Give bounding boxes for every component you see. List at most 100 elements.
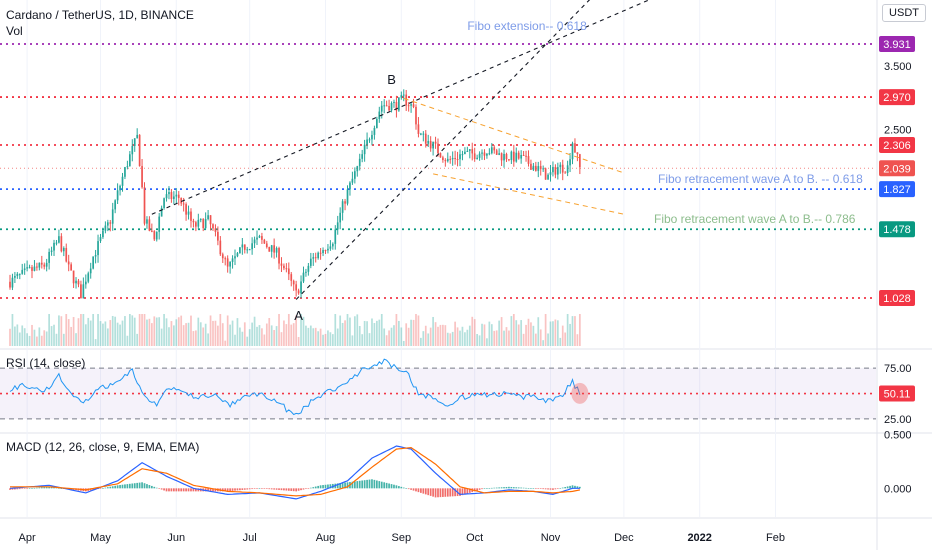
macd-histogram-bar [168, 488, 170, 492]
macd-histogram-bar [256, 488, 258, 489]
volume-bar [121, 320, 124, 346]
volume-bar [243, 322, 246, 346]
macd-label: MACD (12, 26, close, 9, EMA, EMA) [6, 440, 199, 454]
macd-histogram-bar [549, 488, 552, 490]
candle-body [427, 140, 430, 144]
macd-histogram-bar [454, 488, 456, 497]
level-price-badge [879, 221, 915, 238]
candle-body [341, 201, 344, 213]
volume-bar [199, 322, 202, 346]
macd-histogram-bar [427, 488, 430, 496]
volume-bar [65, 314, 68, 346]
macd-histogram-bar [547, 488, 549, 490]
macd-histogram-bar [554, 488, 557, 490]
volume-bar [116, 322, 119, 346]
candle-body [353, 171, 356, 179]
macd-histogram-bar [439, 488, 442, 498]
candle-body [371, 134, 373, 140]
candle-body [241, 244, 244, 248]
candle-body [256, 237, 258, 240]
volume-bar [133, 317, 136, 346]
macd-histogram-bar [461, 488, 464, 496]
macd-histogram-bar [114, 485, 117, 489]
macd-histogram-bar [314, 486, 317, 489]
volume-bar [246, 336, 249, 346]
rsi-tick-label: 75.00 [884, 363, 912, 375]
candle-body [336, 222, 339, 230]
macd-histogram-bar [18, 488, 21, 490]
volume-bar [383, 328, 386, 346]
macd-histogram-bar [246, 488, 249, 490]
candle-body [75, 280, 77, 284]
macd-histogram-bar [109, 486, 112, 489]
volume-bar [564, 332, 567, 346]
volume-bar [456, 327, 459, 346]
candle-body [402, 94, 405, 96]
candle-body [253, 239, 256, 244]
candle-body [498, 153, 500, 155]
macd-histogram-bar [412, 488, 415, 491]
volume-bar [478, 335, 481, 346]
macd-histogram-bar [517, 487, 520, 489]
level-price-text: 2.306 [883, 140, 911, 152]
candle-body [182, 203, 185, 205]
volume-bar [461, 326, 464, 346]
channel-lower-line [295, 0, 591, 300]
volume-bar [356, 314, 359, 346]
candle-body [539, 166, 542, 170]
macd-histogram-bar [400, 486, 403, 489]
macd-histogram-bar [405, 488, 408, 489]
volume-bar [106, 328, 109, 346]
candle-body [356, 166, 359, 172]
macd-histogram-bar [175, 488, 178, 492]
candle-body [339, 212, 342, 223]
volume-bar [351, 335, 354, 346]
macd-histogram-bar [297, 488, 300, 491]
volume-bar [427, 333, 430, 346]
macd-histogram-bar [45, 487, 48, 489]
volume-bar [143, 314, 146, 346]
candle-body [248, 249, 251, 251]
macd-histogram-bar [500, 487, 503, 489]
candle-body [106, 222, 109, 226]
macd-histogram-bar [380, 481, 383, 489]
macd-histogram-bar [158, 488, 161, 489]
candle-body [429, 140, 432, 149]
candle-body [537, 166, 540, 171]
volume-bar [415, 314, 417, 346]
candle-body [239, 247, 241, 254]
macd-histogram-bar [278, 488, 280, 490]
candle-body [43, 264, 46, 267]
candle-body [395, 101, 398, 111]
candle-body [410, 104, 412, 106]
candle-body [290, 274, 293, 281]
macd-histogram-bar [136, 482, 139, 489]
volume-bar [182, 325, 185, 346]
candle-body [219, 240, 222, 255]
candle-body [175, 194, 178, 197]
candle-body [23, 268, 26, 270]
volume-bar [190, 315, 192, 346]
macd-histogram-bar [99, 488, 102, 489]
volume-bar [373, 323, 376, 346]
level-price-text: 1.827 [883, 184, 911, 196]
volume-bar [510, 316, 513, 346]
volume-bar [187, 322, 190, 346]
volume-bar [534, 333, 537, 346]
macd-histogram-bar [133, 483, 136, 489]
candle-body [114, 200, 117, 210]
volume-bar [102, 323, 104, 346]
candle-body [574, 143, 576, 153]
volume-bar [393, 325, 395, 346]
volume-bar [424, 325, 427, 346]
candle-body [58, 236, 60, 243]
volume-bar [481, 323, 483, 346]
macd-histogram-bar [366, 479, 368, 489]
candle-body [532, 165, 535, 170]
candle-body [143, 187, 146, 224]
volume-bar [77, 318, 80, 346]
macd-histogram-bar [510, 486, 513, 489]
currency-button[interactable]: USDT [882, 4, 926, 22]
